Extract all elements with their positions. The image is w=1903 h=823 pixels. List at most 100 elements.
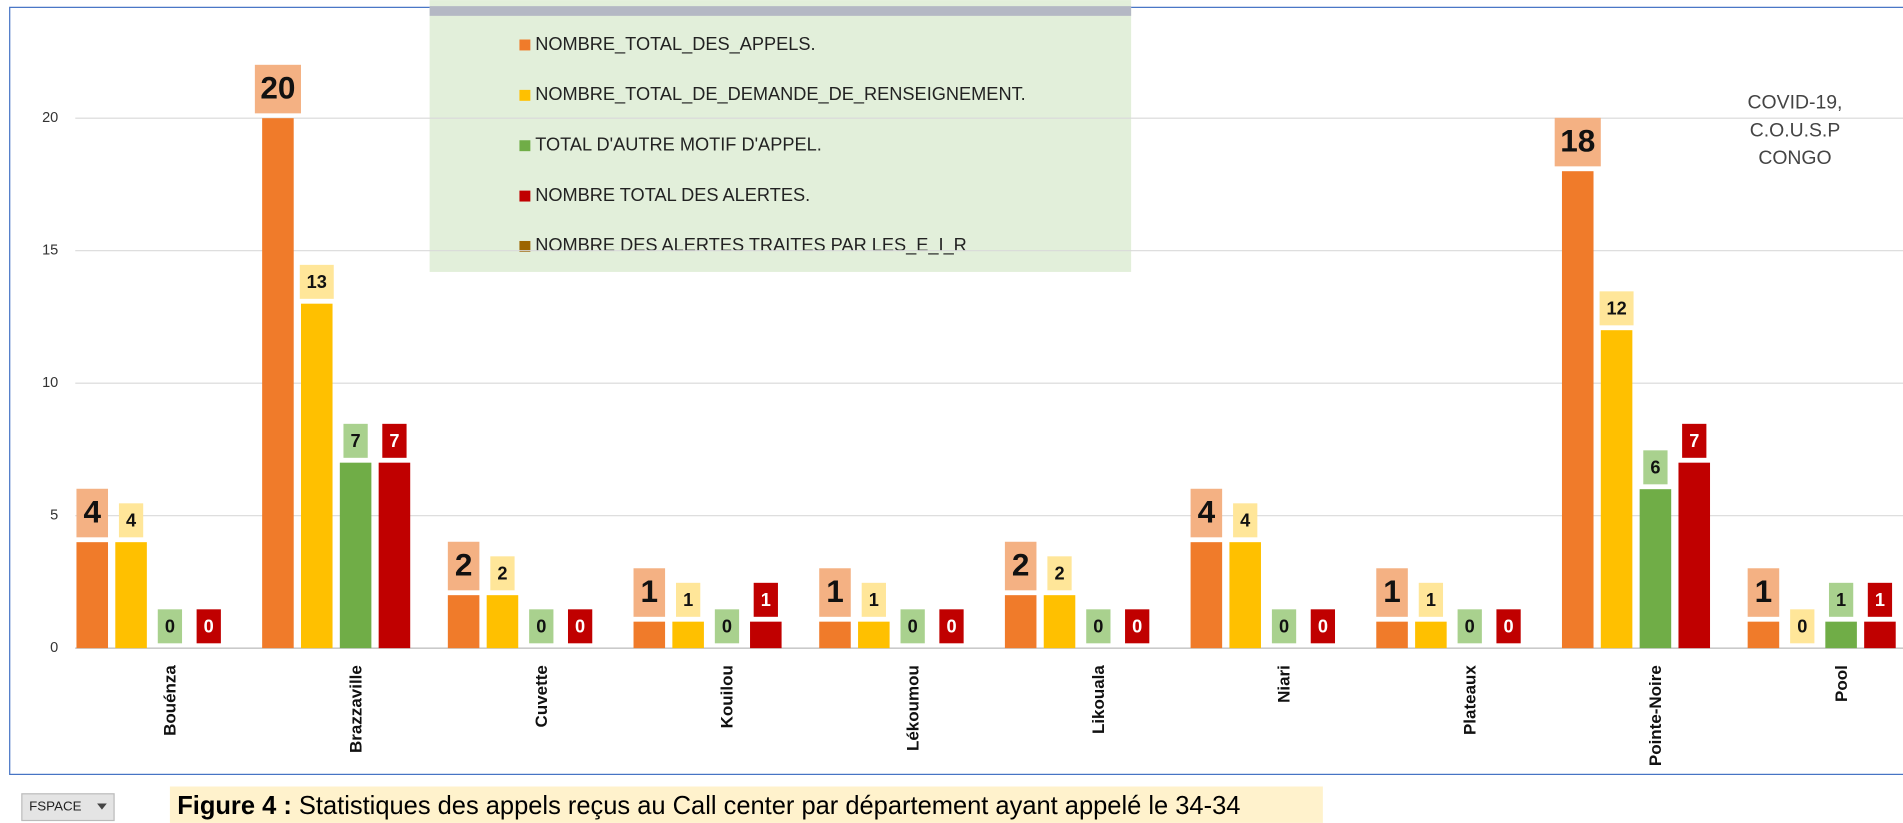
- data-label: 4: [1198, 494, 1216, 530]
- data-label: 0: [908, 616, 918, 636]
- dropdown-arrow[interactable]: [97, 803, 107, 810]
- data-label-bg: [900, 609, 925, 644]
- toolbar-button[interactable]: [21, 793, 115, 822]
- data-label-bg: [1125, 609, 1150, 644]
- x-tick-label: Likouala: [1089, 665, 1108, 734]
- bar: [672, 621, 704, 649]
- bar: [1639, 489, 1672, 649]
- x-tick-label: Pointe-Noire: [1646, 665, 1665, 766]
- caption-label: Figure 4 :: [177, 792, 292, 820]
- data-label-bg: [567, 609, 593, 644]
- data-label: 1: [826, 573, 844, 609]
- data-label-bg: [1271, 609, 1297, 644]
- y-tick-label: 20: [42, 110, 58, 126]
- y-tick-label: 10: [42, 375, 58, 391]
- bar: [378, 462, 411, 649]
- bar: [262, 118, 294, 649]
- toolbar-button-label[interactable]: FSPACE: [29, 799, 81, 814]
- data-label: 4: [83, 494, 101, 530]
- data-label-bg: [1643, 450, 1668, 485]
- data-label-bg: [1047, 556, 1072, 591]
- bar: [1004, 595, 1037, 649]
- data-label-bg: [939, 609, 964, 644]
- legend-label: NOMBRE_TOTAL_DES_APPELS.: [535, 34, 815, 55]
- data-label: 0: [575, 616, 585, 636]
- data-label-bg: [1554, 117, 1601, 167]
- data-label: 0: [1093, 616, 1103, 636]
- data-label: 1: [1836, 590, 1846, 610]
- x-tick-label: Plateaux: [1460, 665, 1479, 735]
- bar: [1600, 330, 1633, 649]
- data-label: 0: [722, 616, 732, 636]
- data-label-bg: [861, 582, 886, 617]
- x-tick-label: Lékoumou: [903, 665, 922, 751]
- data-label: 7: [1689, 431, 1699, 451]
- x-tick-label: Cuvette: [532, 665, 551, 727]
- data-label: 1: [1383, 573, 1401, 609]
- legend-swatch: [519, 140, 531, 152]
- data-label: 0: [536, 616, 546, 636]
- bar: [1376, 621, 1408, 649]
- data-label-bg: [382, 423, 407, 458]
- y-tick-label: 0: [50, 640, 58, 656]
- data-label-bg: [447, 541, 480, 591]
- legend-swatch: [519, 240, 531, 252]
- caption-text: Statistiques des appels reçus au Call ce…: [292, 792, 1241, 820]
- data-label: 12: [1606, 298, 1626, 318]
- data-label-bg: [529, 609, 554, 644]
- data-label: 4: [1240, 510, 1251, 530]
- data-label-bg: [753, 582, 778, 617]
- data-label-bg: [118, 503, 144, 538]
- data-label: 7: [389, 431, 399, 451]
- bar: [300, 303, 333, 649]
- annotation: COVID-19,: [1748, 91, 1843, 113]
- data-label: 4: [126, 510, 137, 530]
- data-label-bg: [1682, 423, 1707, 458]
- x-tick-label: Bouénza: [161, 665, 180, 736]
- data-label-bg: [254, 64, 301, 114]
- data-label: 1: [1426, 590, 1436, 610]
- data-label-bg: [76, 488, 109, 538]
- legend-header: [429, 6, 1132, 16]
- legend-label: TOTAL D'AUTRE MOTIF D'APPEL.: [535, 135, 822, 155]
- data-label: 0: [165, 616, 175, 636]
- data-label: 1: [1755, 573, 1773, 609]
- data-label-bg: [1790, 609, 1815, 644]
- bar: [1678, 462, 1711, 649]
- data-label: 18: [1560, 123, 1595, 159]
- data-label-bg: [299, 264, 334, 299]
- bar: [858, 621, 890, 649]
- data-label: 0: [946, 616, 956, 636]
- data-label: 2: [1012, 547, 1030, 583]
- data-label: 2: [497, 563, 507, 583]
- bar: [1864, 621, 1896, 649]
- data-label: 20: [260, 70, 295, 106]
- data-label: 0: [1132, 616, 1142, 636]
- y-tick-label: 5: [50, 508, 58, 524]
- data-label-bg: [1867, 582, 1893, 617]
- data-label: 0: [204, 616, 214, 636]
- data-label: 1: [869, 590, 879, 610]
- data-label-bg: [676, 582, 701, 617]
- data-label-bg: [1190, 488, 1223, 538]
- bar: [486, 595, 519, 649]
- data-label: 0: [1797, 616, 1807, 636]
- data-label: 1: [1875, 590, 1885, 610]
- bar: [115, 542, 147, 649]
- data-label-bg: [714, 609, 740, 644]
- data-label-bg: [1310, 609, 1336, 644]
- bar: [76, 542, 109, 649]
- data-label-bg: [1418, 582, 1444, 617]
- data-label-bg: [1457, 609, 1482, 644]
- bar: [1561, 171, 1594, 649]
- x-tick-label: Kouilou: [718, 665, 737, 728]
- legend-label: NOMBRE_TOTAL_DE_DEMANDE_DE_RENSEIGNEMENT…: [535, 84, 1026, 105]
- legend-box: [429, 0, 1132, 272]
- data-label-bg: [1496, 609, 1521, 644]
- bar: [1415, 621, 1447, 649]
- bar: [1190, 542, 1223, 649]
- legend-swatch: [519, 39, 531, 51]
